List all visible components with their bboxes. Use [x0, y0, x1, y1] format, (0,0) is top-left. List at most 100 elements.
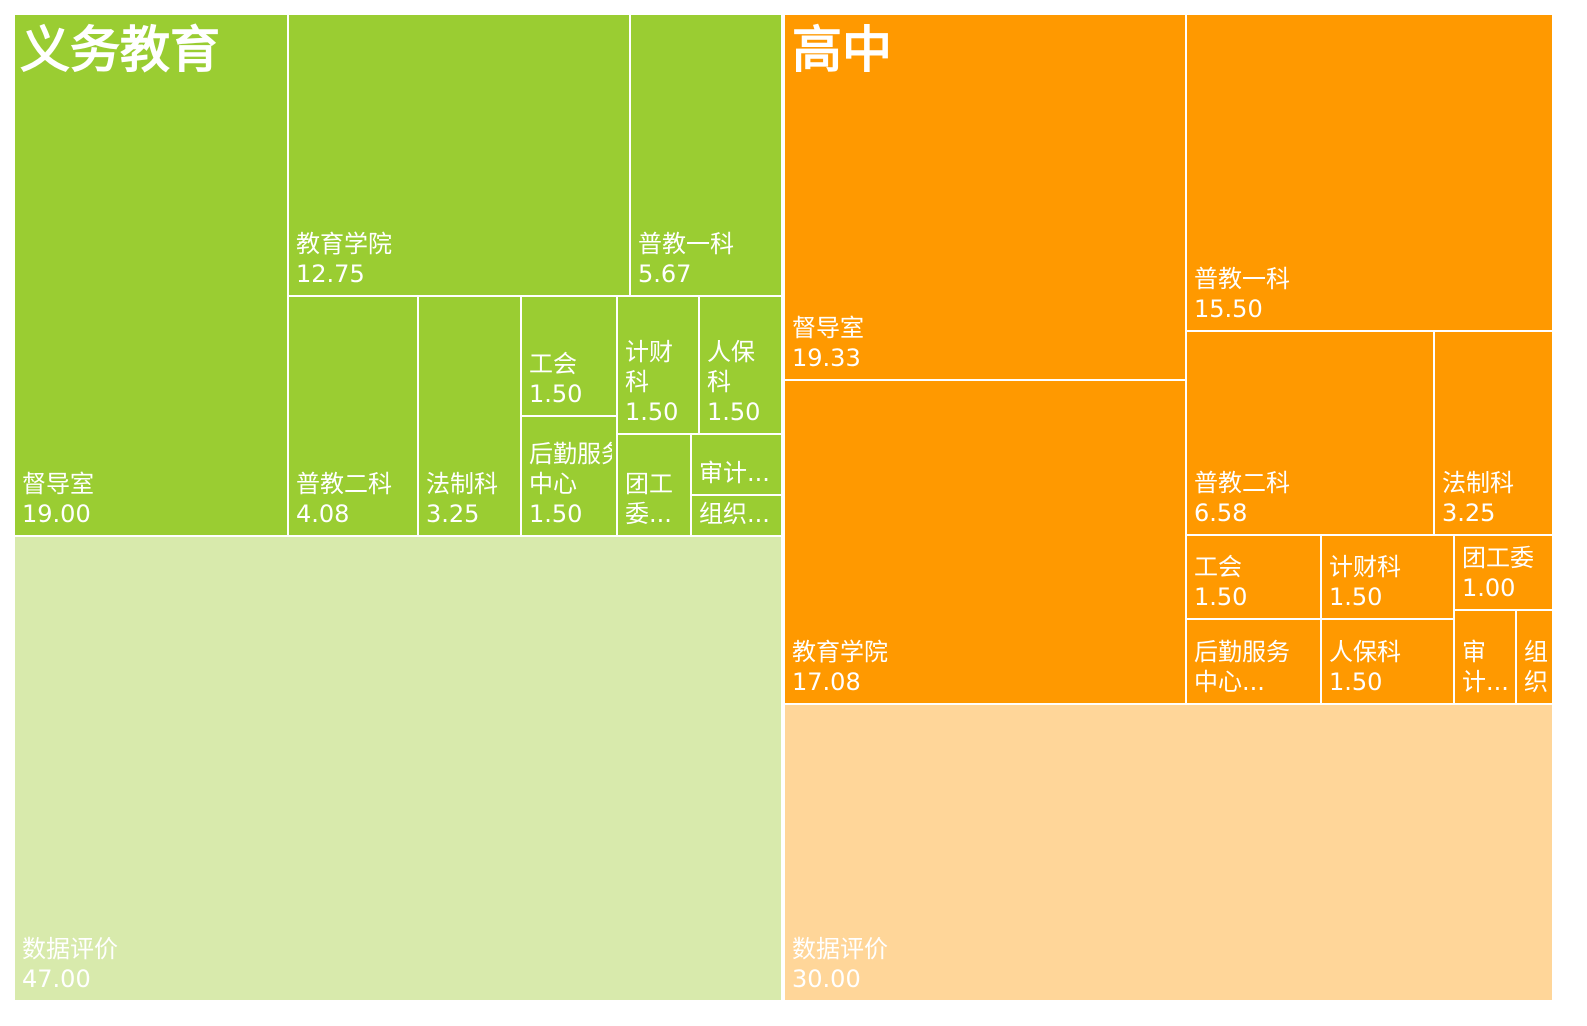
tile-label: 人保科 1.50 — [1329, 637, 1449, 697]
tile-label: 法制科 3.25 — [1442, 468, 1548, 528]
treemap-tile-yiwu-12[interactable]: 组织... — [690, 494, 783, 537]
tile-label-line: 1.50 — [1329, 668, 1383, 696]
tile-label: 普教一科 15.50 — [1194, 264, 1548, 324]
treemap-tile-yiwu-2[interactable]: 教育学院 12.75 — [287, 13, 631, 297]
treemap-tile-yiwu-7[interactable]: 后勤服务中心1.50 — [520, 415, 618, 537]
tile-label: 计财科 1.50 — [625, 337, 694, 427]
treemap-tile-yiwu-3[interactable]: 普教一科 5.67 — [629, 13, 783, 297]
tile-label-line: 数据评价 — [22, 935, 118, 963]
tile-label-line: 12.75 — [296, 260, 365, 288]
tile-label-line: 6.58 — [1194, 499, 1248, 527]
tile-label-line: 计财 — [625, 338, 673, 366]
tile-label-line: 教育学院 — [792, 638, 888, 666]
tile-label-line: 47.00 — [22, 965, 91, 993]
tile-label-line: 督导室 — [792, 314, 864, 342]
tile-label-line: 5.67 — [638, 260, 692, 288]
treemap-tile-yiwu-1[interactable]: 督导室 19.00 — [13, 13, 289, 537]
tile-label-line: 30.00 — [792, 965, 861, 993]
tile-label-line: 督导室 — [22, 470, 94, 498]
treemap-tile-yiwu-11[interactable]: 审计... — [690, 433, 783, 496]
tile-label: 普教一科 5.67 — [638, 229, 777, 289]
treemap-tile-gaozhong-3[interactable]: 普教一科 15.50 — [1185, 13, 1554, 332]
tile-label-line: 审计... — [699, 459, 770, 487]
treemap-tile-gaozhong-2[interactable]: 教育学院 17.08 — [783, 379, 1187, 705]
treemap-tile-yiwu-0[interactable]: 数据评价 47.00 — [13, 535, 783, 1002]
tile-label: 组织... — [1524, 637, 1548, 697]
tile-label: 督导室 19.00 — [22, 469, 283, 529]
tile-label-line: 科 — [707, 368, 731, 396]
tile-label-line: 17.08 — [792, 668, 861, 696]
treemap-tile-gaozhong-7[interactable]: 计财科 1.50 — [1320, 534, 1455, 620]
tile-label-line: 1.50 — [1194, 583, 1248, 611]
tile-label-line: 法制科 — [426, 470, 498, 498]
tile-label-line: 计... — [1462, 668, 1509, 696]
tile-label: 计财科 1.50 — [1329, 552, 1449, 612]
tile-label: 教育学院 17.08 — [792, 637, 1181, 697]
treemap-tile-yiwu-4[interactable]: 普教二科 4.08 — [287, 295, 419, 537]
treemap-tile-gaozhong-4[interactable]: 普教二科 6.58 — [1185, 330, 1435, 536]
tile-label-line: 1.50 — [529, 500, 583, 528]
tile-label: 督导室 19.33 — [792, 313, 1181, 373]
tile-label: 团工 委... — [625, 469, 686, 529]
tile-label-line: 人保 — [707, 338, 755, 366]
treemap-tile-gaozhong-11[interactable]: 审计... — [1453, 609, 1517, 705]
tile-label: 后勤服务中心1.50 — [529, 439, 612, 529]
tile-label-line: 组织... — [699, 500, 770, 528]
tile-label-line: 普教二科 — [1194, 469, 1290, 497]
tile-label-line: 4.08 — [296, 500, 350, 528]
treemap-tile-yiwu-9[interactable]: 人保科 1.50 — [698, 295, 783, 435]
tile-label-line: 1.50 — [625, 398, 679, 426]
tile-label-line: 数据评价 — [792, 935, 888, 963]
treemap-tile-yiwu-8[interactable]: 计财科 1.50 — [616, 295, 700, 435]
tile-label: 后勤服务 中心... — [1194, 637, 1316, 697]
treemap-tile-gaozhong-12[interactable]: 组织... — [1515, 609, 1554, 705]
tile-label-line: 后勤服务 — [529, 440, 612, 468]
tile-label-line: 3.25 — [426, 500, 480, 528]
tile-label-line: 1.50 — [1329, 583, 1383, 611]
treemap-tile-gaozhong-8[interactable]: 后勤服务 中心... — [1185, 618, 1322, 705]
tile-label-line: 普教一科 — [638, 230, 734, 258]
tile-label-line: 中心... — [1194, 668, 1265, 696]
tile-label-line: 人保科 — [1329, 638, 1401, 666]
tile-label-line: 审 — [1462, 638, 1486, 666]
tile-label: 团工委 1.00 — [1462, 543, 1548, 603]
tile-label: 组织... — [699, 499, 777, 529]
tile-label: 普教二科 6.58 — [1194, 468, 1429, 528]
treemap-tile-gaozhong-10[interactable]: 团工委 1.00 — [1453, 534, 1554, 611]
treemap-tile-yiwu-10[interactable]: 团工 委... — [616, 433, 692, 537]
tile-label-line: 教育学院 — [296, 230, 392, 258]
treemap-tile-gaozhong-6[interactable]: 工会 1.50 — [1185, 534, 1322, 620]
tile-label-line: 1.00 — [1462, 574, 1516, 602]
treemap-tile-gaozhong-9[interactable]: 人保科 1.50 — [1320, 618, 1455, 705]
tile-label: 法制科 3.25 — [426, 469, 516, 529]
tile-label: 人保科 1.50 — [707, 337, 777, 427]
tile-label-line: 19.00 — [22, 500, 91, 528]
tile-label: 工会 1.50 — [529, 349, 612, 409]
tile-label-line: 普教二科 — [296, 470, 392, 498]
tile-label-line: 组 — [1524, 638, 1548, 666]
tile-label: 数据评价 30.00 — [792, 934, 1548, 994]
treemap-tile-gaozhong-5[interactable]: 法制科 3.25 — [1433, 330, 1554, 536]
tile-label-line: 计财科 — [1329, 553, 1401, 581]
tile-label: 审计... — [1462, 637, 1511, 697]
tile-label-line: 普教一科 — [1194, 265, 1290, 293]
tile-label-line: 委... — [625, 500, 672, 528]
tile-label: 普教二科 4.08 — [296, 469, 413, 529]
tile-label-line: 团工 — [625, 470, 673, 498]
treemap-tile-yiwu-5[interactable]: 法制科 3.25 — [417, 295, 522, 537]
tile-label-line: 3.25 — [1442, 499, 1496, 527]
tile-label: 教育学院 12.75 — [296, 229, 625, 289]
tile-label-line: 科 — [625, 368, 649, 396]
tile-label-line: 19.33 — [792, 344, 861, 372]
tile-label-line: 15.50 — [1194, 295, 1263, 323]
tile-label-line: 工会 — [1194, 553, 1242, 581]
tile-label-line: 织... — [1524, 668, 1548, 696]
tile-label-line: 1.50 — [707, 398, 761, 426]
treemap-tile-yiwu-6[interactable]: 工会 1.50 — [520, 295, 618, 417]
tile-label: 工会 1.50 — [1194, 552, 1316, 612]
tile-label-line: 工会 — [529, 350, 577, 378]
tile-label-line: 后勤服务 — [1194, 638, 1290, 666]
treemap-tile-gaozhong-1[interactable]: 督导室 19.33 — [783, 13, 1187, 381]
treemap-tile-gaozhong-0[interactable]: 数据评价 30.00 — [783, 703, 1554, 1002]
